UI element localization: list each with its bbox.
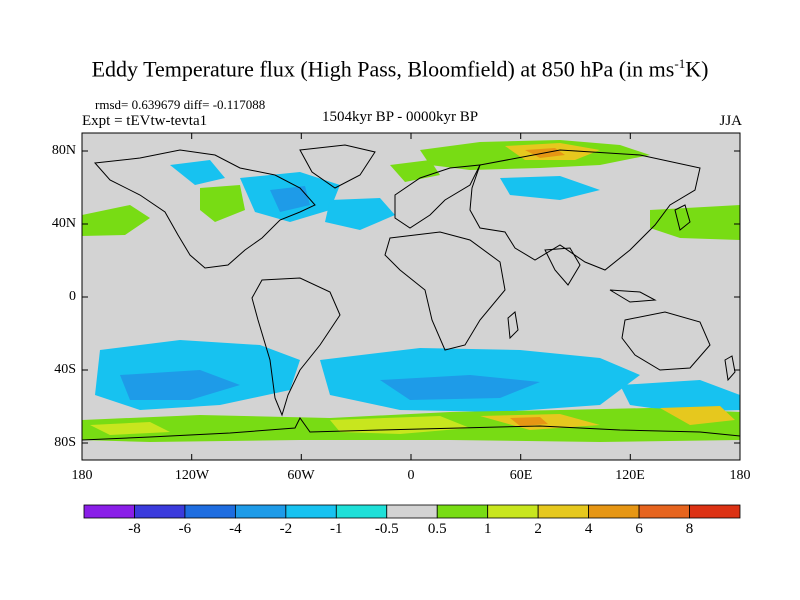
anomaly-greenland-positive — [390, 160, 440, 182]
lon-label-60e: 60E — [509, 468, 533, 483]
colorbar-label: 0.5 — [427, 521, 447, 537]
lon-label-120w: 120W — [174, 468, 210, 483]
coast-madagascar — [507, 311, 519, 340]
anomaly-antarctic-strong-4 — [660, 406, 735, 425]
anomaly-east-atlantic-negative — [325, 198, 395, 230]
colorbar-label: -8 — [128, 521, 141, 537]
colorbar-label: 6 — [635, 521, 643, 537]
coast-africa — [384, 231, 506, 351]
anomaly-eurasia-negative — [500, 176, 600, 200]
lat-label-40n: 40N — [51, 216, 76, 231]
coast-south-america — [251, 277, 341, 417]
experiment-label: Expt = tEVtw-tevta1 — [82, 113, 208, 129]
anomaly-antarctic-strong-1 — [90, 422, 170, 435]
anomaly-indian-negative — [620, 380, 740, 412]
anomaly-antarctic-core — [510, 417, 548, 426]
anomaly-pacific-positive-east — [200, 185, 245, 222]
colorbar-label: 2 — [534, 521, 542, 537]
colorbar-label: 8 — [685, 521, 694, 537]
coast-australia — [621, 311, 711, 371]
map-title: Eddy Temperature flux (High Pass, Bloomf… — [91, 56, 709, 82]
coast-india — [544, 247, 581, 286]
anomaly-fields — [82, 140, 740, 442]
coast-indonesia — [609, 289, 657, 303]
lon-label-180-east: 180 — [729, 468, 751, 483]
colorbar-label: 4 — [584, 521, 593, 537]
lon-label-180-west: 180 — [71, 468, 93, 483]
lon-label-0: 0 — [407, 468, 415, 483]
anomaly-canada-negative — [170, 160, 225, 185]
coast-europe — [394, 164, 481, 229]
period-label: 1504kyr BP - 0000kyr BP — [321, 109, 479, 125]
lat-label-80n: 80N — [51, 143, 76, 158]
anomaly-south-pacific-core — [120, 370, 240, 400]
colorbar-label: -0.5 — [374, 521, 399, 537]
lon-label-120e: 120E — [615, 468, 645, 483]
colorbar-label: 1 — [483, 521, 492, 537]
anomaly-atlantic-negative-core — [270, 186, 310, 212]
season-label: JJA — [719, 113, 742, 129]
colorbar-label: -1 — [330, 521, 343, 537]
colorbar-label: -6 — [178, 521, 192, 537]
coast-new-zealand — [724, 355, 736, 382]
coast-asia — [469, 149, 701, 271]
lat-label-0: 0 — [69, 289, 76, 304]
coast-north-america — [93, 149, 316, 269]
lat-label-80s: 80S — [54, 435, 76, 450]
anomaly-antarctic-strong-2 — [330, 416, 470, 434]
coast-antarctica — [81, 417, 741, 441]
colorbar-label: -4 — [229, 521, 242, 537]
axis-ticks — [82, 133, 740, 460]
coast-greenland — [299, 144, 376, 189]
anomaly-south-atlantic-core — [380, 375, 540, 400]
lon-label-60w: 60W — [287, 468, 315, 483]
anomaly-nw-pacific-positive — [650, 205, 740, 240]
lat-label-40s: 40S — [54, 362, 76, 377]
coastlines — [81, 144, 741, 441]
coast-japan — [674, 204, 691, 231]
stats-text: rmsd= 0.639679 diff= -0.117088 — [95, 97, 266, 112]
colorbar-label: -2 — [279, 521, 293, 537]
anomaly-pacific-positive-west — [82, 205, 150, 236]
